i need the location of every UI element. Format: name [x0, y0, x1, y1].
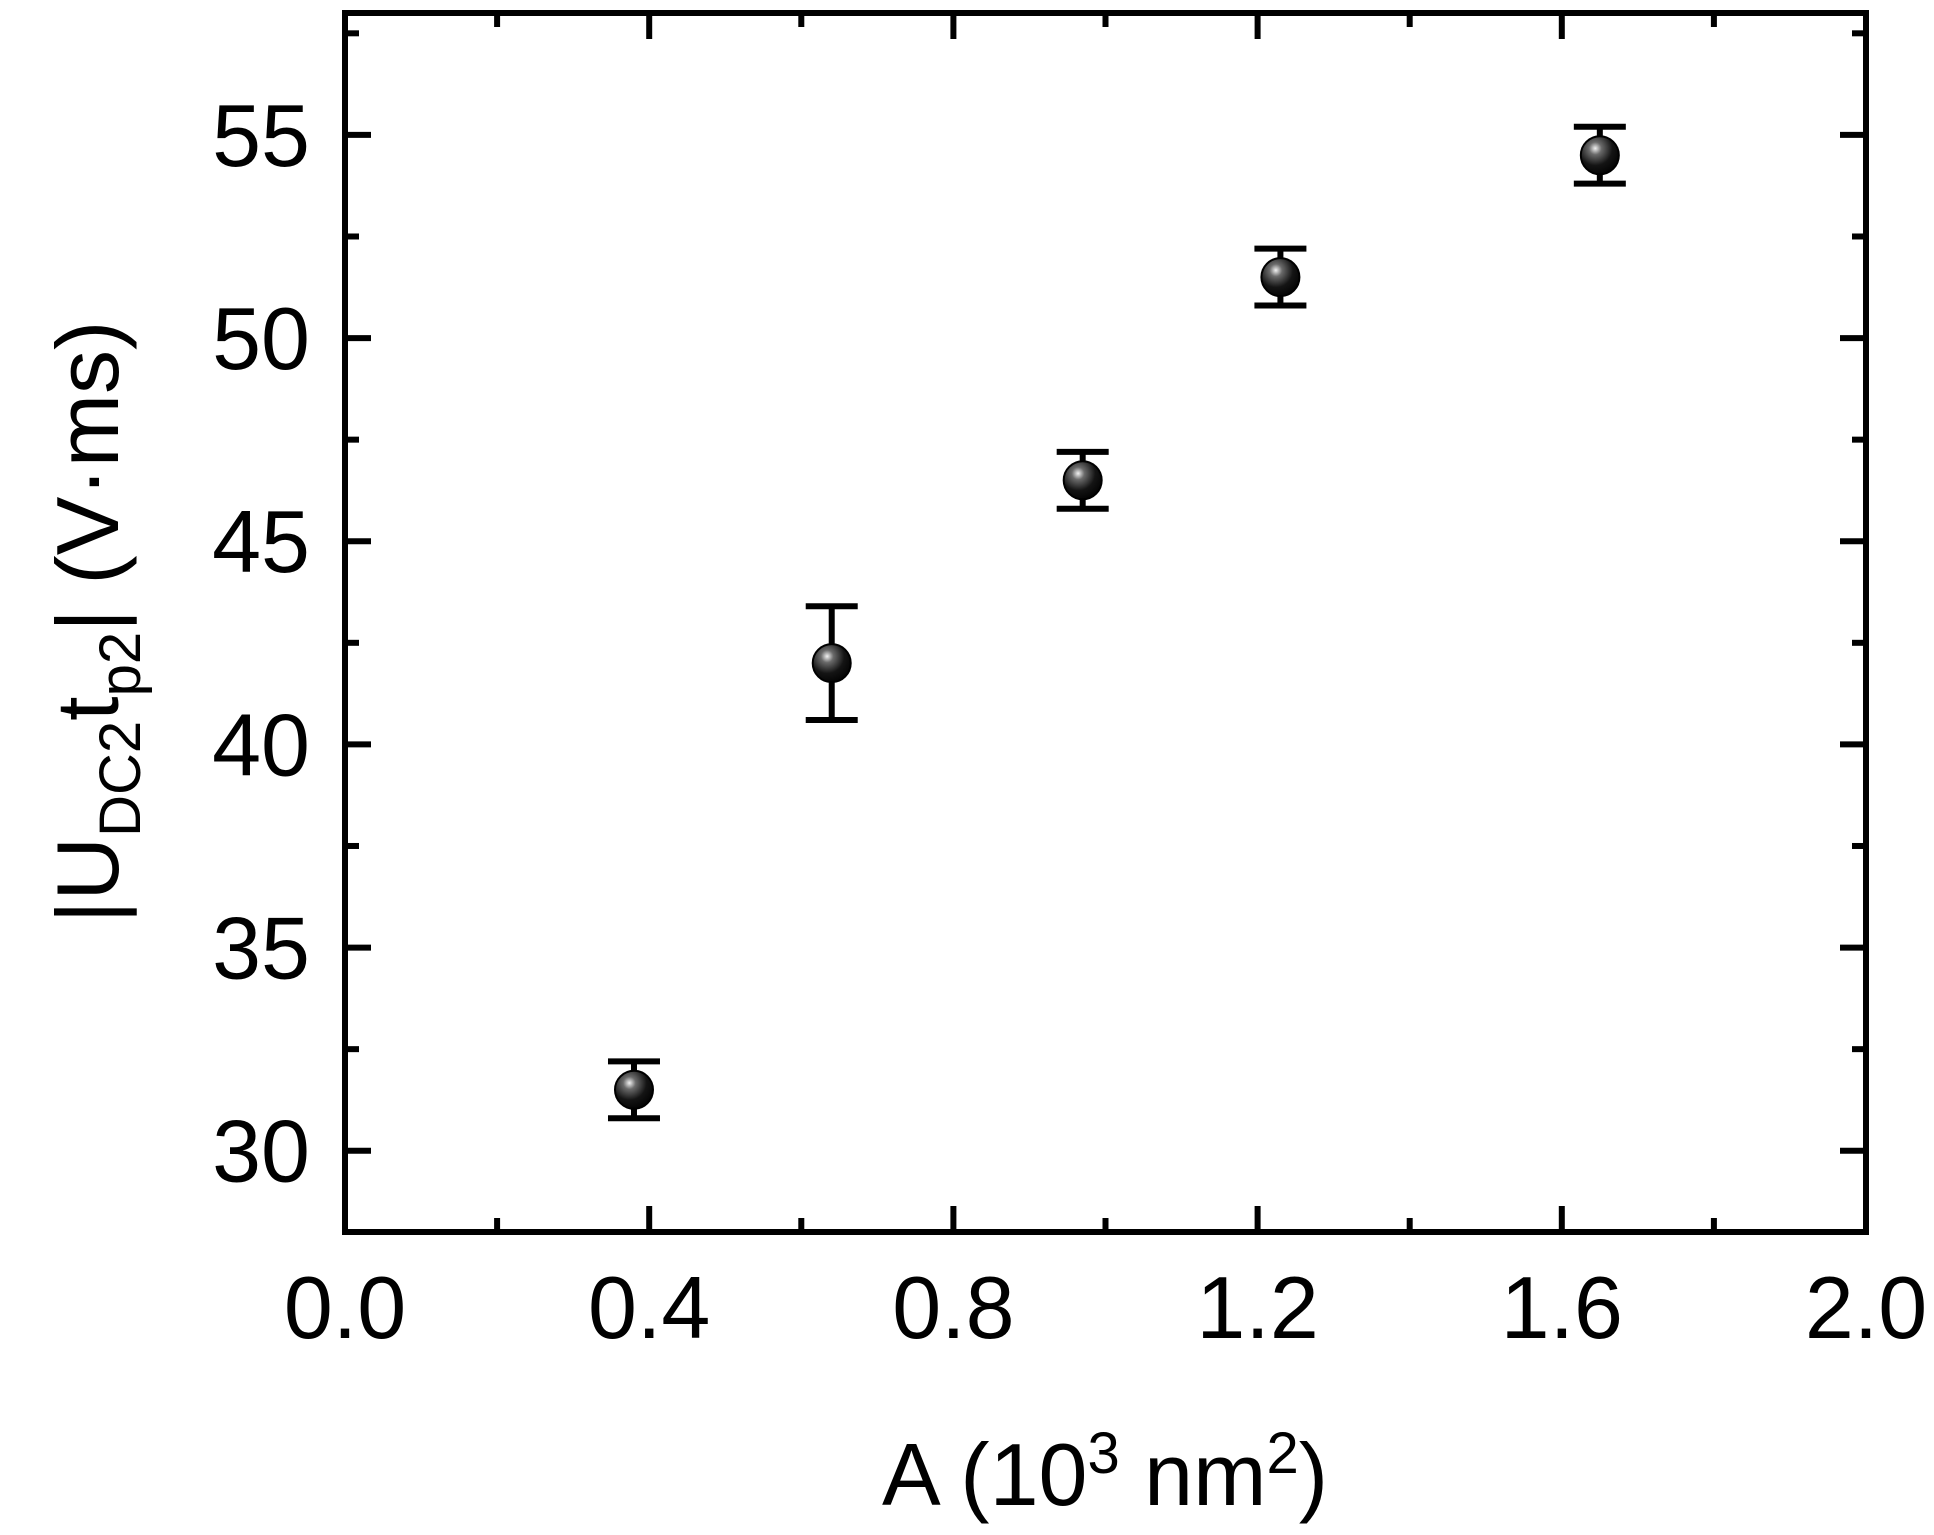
y-axis-title-pre: |U — [38, 837, 137, 923]
x-axis-title-end: ) — [1299, 1425, 1328, 1524]
x-axis-title: A (103 nm2) — [882, 1421, 1328, 1524]
y-axis-title-mid: t — [38, 696, 137, 720]
y-axis-ticks — [345, 30, 1866, 1154]
data-point — [613, 1069, 654, 1110]
y-tick-label: 50 — [212, 289, 310, 388]
x-tick-label: 0.8 — [892, 1258, 1014, 1357]
y-axis-title-sub2: p2 — [88, 632, 153, 697]
y-axis-title-post: | (V·ms) — [38, 321, 137, 632]
x-tick-label: 0.0 — [284, 1258, 406, 1357]
data-point — [1260, 257, 1301, 298]
data-points — [607, 123, 1626, 1122]
y-axis-title-sub1: DC2 — [88, 721, 153, 837]
data-point — [1062, 460, 1103, 501]
y-tick-labels: 30 35 40 45 50 55 — [212, 86, 310, 1201]
data-point — [1579, 135, 1620, 176]
y-tick-label: 35 — [212, 899, 310, 998]
x-axis-title-mid: nm — [1120, 1425, 1267, 1524]
y-tick-label: 40 — [212, 695, 310, 794]
plot-frame — [342, 10, 1869, 1235]
x-axis-ticks — [342, 13, 1869, 1232]
data-point — [811, 643, 852, 684]
y-tick-label: 30 — [212, 1102, 310, 1201]
x-tick-label: 2.0 — [1805, 1258, 1927, 1357]
y-tick-label: 55 — [212, 86, 310, 185]
x-axis-title-sup1: 3 — [1087, 1421, 1119, 1486]
x-tick-label: 1.6 — [1501, 1258, 1623, 1357]
x-tick-label: 1.2 — [1196, 1258, 1318, 1357]
y-axis-title: |UDC2tp2| (V·ms) — [38, 321, 153, 924]
x-axis-title-main: A (10 — [882, 1425, 1087, 1524]
y-tick-label: 45 — [212, 492, 310, 591]
x-tick-label: 0.4 — [588, 1258, 710, 1357]
x-axis-title-sup2: 2 — [1266, 1421, 1298, 1486]
x-tick-labels: 0.0 0.4 0.8 1.2 1.6 2.0 — [284, 1258, 1927, 1357]
